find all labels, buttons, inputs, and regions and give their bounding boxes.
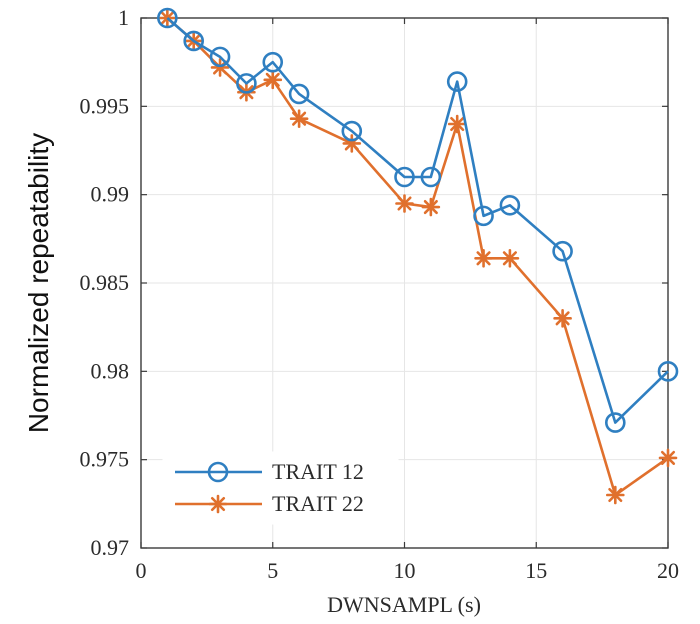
data-point (657, 361, 679, 382)
legend-items: TRAIT 12 TRAIT 22 (175, 459, 364, 516)
legend-label: TRAIT 22 (272, 491, 364, 516)
y-tick-label: 0.985 (80, 270, 130, 295)
data-point (236, 73, 257, 94)
x-tick-label: 0 (136, 558, 147, 583)
legend-box (162, 451, 399, 525)
legend: TRAIT 12 TRAIT 22 (162, 451, 399, 525)
data-point (183, 30, 204, 52)
y-axis-title: Normalized repeatability (23, 133, 54, 433)
data-point (604, 412, 626, 433)
data-point (553, 309, 572, 328)
data-point (658, 448, 678, 468)
series-trait-12 (157, 7, 679, 433)
legend-swatch-marker (207, 461, 229, 483)
data-point (288, 83, 310, 105)
data-point (421, 197, 441, 217)
data-point (263, 70, 283, 90)
data-point (420, 166, 442, 188)
x-axis-ticks: 0 5 10 15 20 (136, 18, 679, 583)
data-point (157, 7, 178, 29)
y-tick-label: 0.99 (91, 182, 130, 207)
legend-label: TRAIT 12 (272, 459, 364, 484)
x-axis-title: DWNSAMPL (s) (327, 592, 481, 617)
y-tick-label: 0.975 (80, 447, 130, 472)
data-point (605, 485, 625, 505)
y-axis-ticks: 0.97 0.975 0.98 0.985 0.99 0.995 1 (80, 5, 668, 560)
y-tick-label: 1 (118, 5, 129, 30)
legend-entry: TRAIT 22 (175, 491, 364, 516)
data-point (552, 240, 573, 262)
y-tick-label: 0.98 (91, 358, 130, 383)
data-point (395, 194, 414, 213)
x-tick-label: 10 (394, 558, 416, 583)
data-point (446, 71, 468, 92)
data-point (473, 205, 494, 227)
data-point (500, 248, 520, 268)
data-point (209, 46, 231, 68)
data-point (341, 120, 363, 142)
legend-entry: TRAIT 12 (175, 459, 364, 484)
data-point (447, 114, 467, 134)
data-point (499, 194, 521, 216)
data-point (262, 51, 284, 73)
x-tick-label: 20 (657, 558, 679, 583)
data-point (289, 109, 309, 128)
data-point (474, 248, 493, 268)
x-tick-label: 15 (525, 558, 547, 583)
y-tick-label: 0.995 (80, 93, 130, 118)
series-line (166, 17, 669, 424)
data-point (394, 166, 415, 188)
x-tick-label: 5 (267, 558, 278, 583)
series-layer (157, 7, 679, 505)
y-tick-label: 0.97 (91, 535, 130, 560)
legend-swatch-marker (208, 494, 228, 514)
